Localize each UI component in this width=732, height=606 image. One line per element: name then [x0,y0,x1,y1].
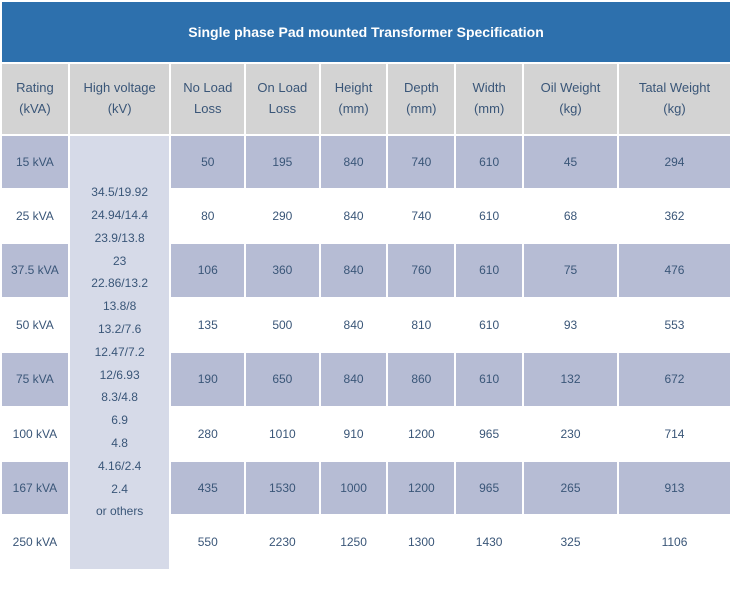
cell-w: 610 [455,298,523,352]
cell-nl: 435 [170,461,245,515]
cell-h: 840 [320,189,388,243]
col-header-width: Width(mm) [455,63,523,135]
cell-h: 840 [320,298,388,352]
hv-value: 6.9 [111,413,128,427]
hv-value: 13.8/8 [103,299,136,313]
cell-h: 910 [320,407,388,461]
cell-ol: 1010 [245,407,320,461]
hv-value: 12/6.93 [100,368,140,382]
cell-oil: 93 [523,298,618,352]
cell-h: 840 [320,352,388,406]
cell-d: 740 [387,135,455,189]
cell-tot: 476 [618,243,731,297]
cell-oil: 230 [523,407,618,461]
hv-value: 13.2/7.6 [98,322,141,336]
hv-value: 22.86/13.2 [91,276,148,290]
cell-ol: 650 [245,352,320,406]
cell-rating: 25 kVA [1,189,69,243]
cell-oil: 325 [523,515,618,569]
col-header-noload: No LoadLoss [170,63,245,135]
cell-oil: 265 [523,461,618,515]
col-header-oil: Oil Weight(kg) [523,63,618,135]
cell-w: 965 [455,407,523,461]
hv-value: 23 [113,254,126,268]
hv-value: 4.8 [111,436,128,450]
cell-tot: 1106 [618,515,731,569]
cell-d: 760 [387,243,455,297]
hv-value: 24.94/14.4 [91,208,148,222]
cell-oil: 75 [523,243,618,297]
cell-d: 1300 [387,515,455,569]
col-header-rating: Rating(kVA) [1,63,69,135]
cell-tot: 362 [618,189,731,243]
hv-value: 23.9/13.8 [95,231,145,245]
cell-rating: 167 kVA [1,461,69,515]
cell-ol: 195 [245,135,320,189]
cell-d: 740 [387,189,455,243]
hv-value: 12.47/7.2 [95,345,145,359]
cell-rating: 50 kVA [1,298,69,352]
cell-rating: 100 kVA [1,407,69,461]
cell-nl: 280 [170,407,245,461]
cell-w: 610 [455,135,523,189]
cell-high-voltage: 34.5/19.92 24.94/14.4 23.9/13.8 23 22.86/13.… [69,135,171,570]
header-row: Rating(kVA) High voltage(kV) No LoadLoss… [1,63,731,135]
table-title: Single phase Pad mounted Transformer Spe… [1,1,731,63]
cell-d: 1200 [387,407,455,461]
cell-tot: 913 [618,461,731,515]
cell-h: 840 [320,135,388,189]
hv-value: or others [96,504,143,518]
cell-rating: 250 kVA [1,515,69,569]
cell-tot: 672 [618,352,731,406]
hv-value: 34.5/19.92 [91,185,148,199]
cell-tot: 294 [618,135,731,189]
cell-h: 840 [320,243,388,297]
cell-rating: 15 kVA [1,135,69,189]
cell-nl: 550 [170,515,245,569]
col-header-hv: High voltage(kV) [69,63,171,135]
cell-d: 1200 [387,461,455,515]
col-header-onload: On LoadLoss [245,63,320,135]
cell-ol: 360 [245,243,320,297]
cell-d: 860 [387,352,455,406]
table-row: 15 kVA34.5/19.9224.94/14.423.9/13.82322.… [1,135,731,189]
cell-nl: 106 [170,243,245,297]
table-body: 15 kVA 34.5/19.92 24.94/14.4 23.9/13.8 23 22.… [1,135,731,570]
col-header-height: Height(mm) [320,63,388,135]
cell-w: 965 [455,461,523,515]
cell-tot: 553 [618,298,731,352]
cell-nl: 190 [170,352,245,406]
cell-rating: 75 kVA [1,352,69,406]
cell-h: 1000 [320,461,388,515]
cell-tot: 714 [618,407,731,461]
cell-ol: 500 [245,298,320,352]
cell-w: 610 [455,352,523,406]
cell-nl: 135 [170,298,245,352]
hv-value: 8.3/4.8 [101,390,138,404]
title-row: Single phase Pad mounted Transformer Spe… [1,1,731,63]
cell-w: 610 [455,243,523,297]
cell-ol: 1530 [245,461,320,515]
cell-nl: 50 [170,135,245,189]
cell-d: 810 [387,298,455,352]
spec-table: Single phase Pad mounted Transformer Spe… [0,0,732,571]
col-header-total: Tatal Weight(kg) [618,63,731,135]
col-header-depth: Depth(mm) [387,63,455,135]
cell-oil: 45 [523,135,618,189]
cell-ol: 290 [245,189,320,243]
cell-w: 610 [455,189,523,243]
cell-oil: 132 [523,352,618,406]
cell-h: 1250 [320,515,388,569]
cell-w: 1430 [455,515,523,569]
hv-value: 4.16/2.4 [98,459,141,473]
cell-ol: 2230 [245,515,320,569]
hv-value: 2.4 [111,482,128,496]
cell-nl: 80 [170,189,245,243]
cell-rating: 37.5 kVA [1,243,69,297]
cell-oil: 68 [523,189,618,243]
